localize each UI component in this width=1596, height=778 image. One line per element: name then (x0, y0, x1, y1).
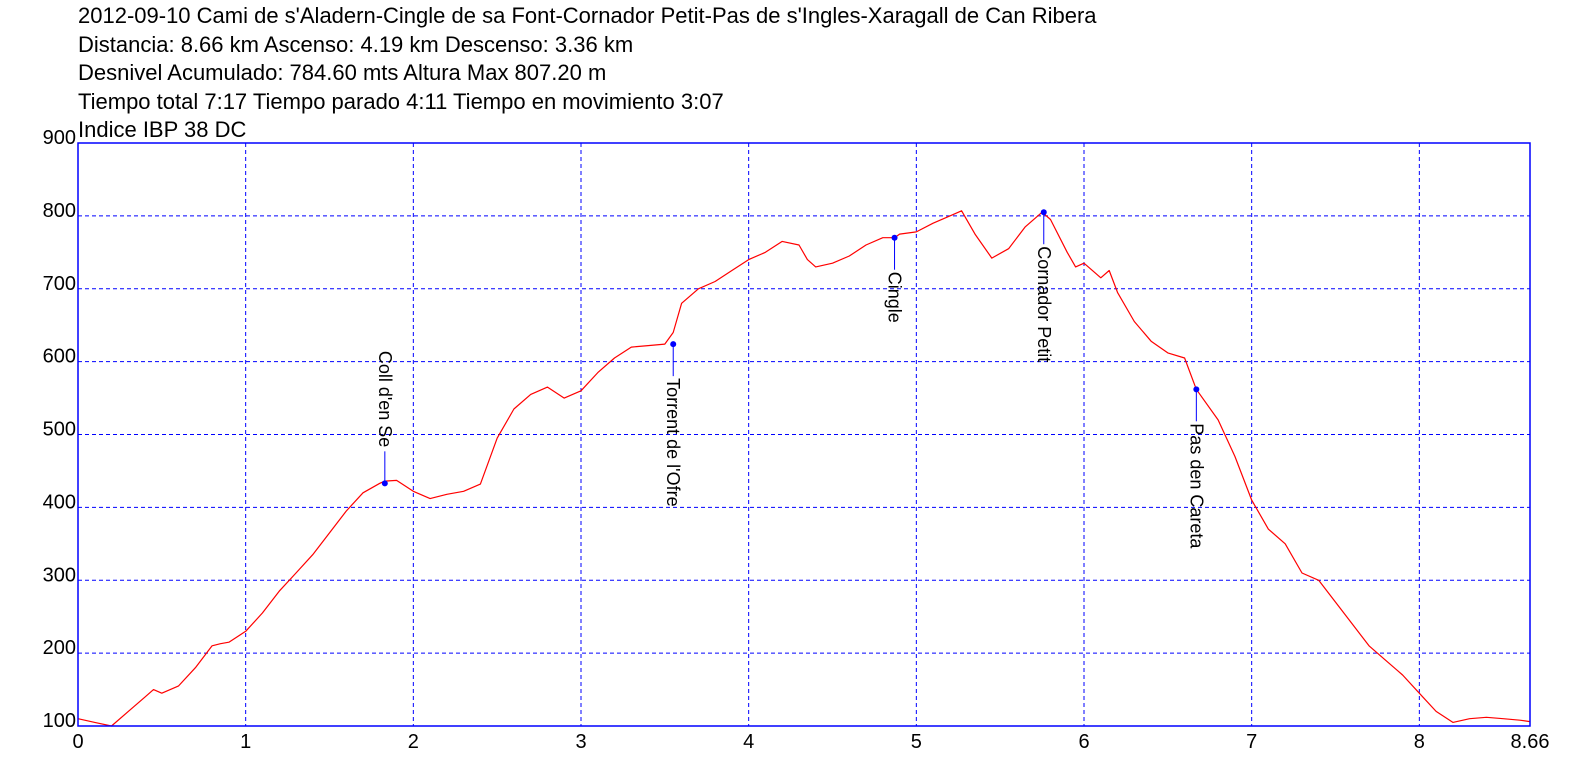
waypoint-marker (670, 341, 677, 348)
waypoint-label: Pas den Careta (1186, 423, 1206, 549)
y-tick-label: 100 (43, 710, 76, 732)
x-tick-label: 0 (72, 731, 83, 753)
axis-ticks: 0 1 2 3 4 5 6 7 8 8.66 100 200 300 400 500 600 700 800 900 (43, 127, 1550, 753)
ibp-index: Indice IBP 38 DC (78, 117, 247, 142)
y-tick-label: 600 (43, 346, 76, 368)
waypoint-label: Cingle (885, 272, 905, 323)
x-tick-label: 2 (408, 731, 419, 753)
y-tick-label: 300 (43, 564, 76, 586)
chart-title: 2012-09-10 Cami de s'Aladern-Cingle de s… (78, 3, 1097, 28)
y-tick-label: 800 (43, 200, 76, 222)
elevation-stats: Desnivel Acumulado: 784.60 mts Altura Ma… (78, 60, 607, 85)
waypoint: Torrent de l'Ofre (663, 341, 683, 507)
x-tick-label: 5 (911, 731, 922, 753)
x-tick-label: 6 (1078, 731, 1089, 753)
y-tick-label: 700 (43, 273, 76, 295)
y-tick-label: 400 (43, 491, 76, 513)
x-tick-label: 8 (1414, 731, 1425, 753)
waypoint-marker (891, 234, 898, 241)
x-tick-label: 7 (1246, 731, 1257, 753)
grid (78, 143, 1530, 726)
plot-frame (77, 142, 1531, 727)
distance-stats: Distancia: 8.66 km Ascenso: 4.19 km Desc… (78, 31, 634, 57)
waypoint-label: Cornador Petit (1034, 246, 1054, 362)
x-tick-label: 4 (743, 731, 754, 753)
x-tick-label: 1 (240, 731, 251, 753)
elevation-line (77, 210, 1531, 727)
y-tick-label: 900 (43, 127, 76, 149)
y-tick-label: 200 (43, 637, 76, 659)
chart-header: 2012-09-10 Cami de s'Aladern-Cingle de s… (78, 2, 1538, 145)
waypoint-marker (381, 480, 388, 487)
y-tick-label: 500 (43, 419, 76, 441)
x-tick-label: 3 (575, 731, 586, 753)
waypoint-marker (1040, 209, 1047, 216)
waypoint-label: Torrent de l'Ofre (663, 378, 683, 507)
waypoint-label: Coll d'en Se (375, 351, 395, 448)
elevation-line-layer (77, 210, 1531, 727)
waypoint-marker (1193, 386, 1200, 393)
x-tick-label: 8.66 (1511, 731, 1550, 753)
plot-border (77, 142, 1531, 727)
time-stats: Tiempo total 7:17 Tiempo parado 4:11 Tie… (78, 88, 724, 114)
waypoint: Cornador Petit (1034, 209, 1054, 362)
waypoint: Cingle (885, 234, 905, 323)
waypoint: Pas den Careta (1186, 386, 1206, 549)
waypoints: Coll d'en Se Torrent de l'Ofre Cingle Corna… (375, 209, 1206, 549)
waypoint: Coll d'en Se (375, 351, 395, 487)
